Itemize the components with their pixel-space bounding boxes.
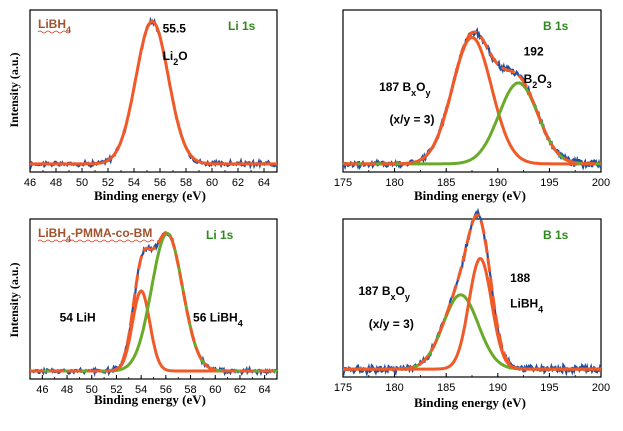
x-tick-label: 56 <box>154 177 166 189</box>
peak-annotation: B2O3 <box>524 72 552 90</box>
peak-annotation: 56 LiBH4 <box>193 310 243 328</box>
core-level-label: B 1s <box>543 19 569 33</box>
fit-peak-192 <box>343 81 601 166</box>
core-level-label: B 1s <box>543 228 569 242</box>
x-tick-label: 200 <box>592 177 610 189</box>
x-tick-label: 175 <box>334 177 352 189</box>
x-tick-label: 52 <box>110 384 122 396</box>
x-tick-label: 64 <box>259 384 271 396</box>
panel-p1: 46 48 50 52 54 56 58 60 62 64 Binding energy (eV) I… <box>7 9 278 203</box>
peak-annotation: 187 BxOy <box>358 284 409 302</box>
peak-annotation: 55.5 <box>163 22 187 36</box>
raw-data-line <box>342 26 602 171</box>
x-tick-label: 195 <box>540 382 558 394</box>
panel-p4: 175 180 185 190 195 200 Binding energy (eV) B 1… <box>334 207 610 410</box>
x-tick-label: 60 <box>209 384 221 396</box>
fit-peak-56.1 <box>30 231 277 373</box>
fit-peak-54 <box>30 289 277 373</box>
fit-peak-55.4 <box>30 19 277 166</box>
x-tick-label: 50 <box>86 384 98 396</box>
x-tick-label: 48 <box>50 177 62 189</box>
x-axis-label: Binding energy (eV) <box>414 395 526 410</box>
x-tick-label: 185 <box>437 382 455 394</box>
x-tick-label: 56 <box>160 384 172 396</box>
axes-frame <box>29 9 278 173</box>
peak-annotation: (x/y = 3) <box>369 317 414 331</box>
core-level-label: Li 1s <box>206 228 234 242</box>
x-tick-label: 190 <box>489 382 507 394</box>
peak-annotation: (x/y = 3) <box>389 112 434 126</box>
x-tick-label: 52 <box>102 177 114 189</box>
sample-label: LiBH4-PMMA-co-BM <box>38 226 152 244</box>
raw-data-line <box>28 16 278 170</box>
spellcheck-underline <box>37 239 155 243</box>
core-level-label: Li 1s <box>228 19 256 33</box>
y-axis-label: Intensity (a.u.) <box>7 52 21 127</box>
x-axis-label: Binding energy (eV) <box>94 188 206 203</box>
peak-annotation: 192 <box>524 44 544 58</box>
x-tick-label: 58 <box>184 384 196 396</box>
x-tick-label: 54 <box>128 177 140 189</box>
fit-peak-186.4 <box>343 293 601 371</box>
x-axis-label: Binding energy (eV) <box>94 392 206 407</box>
axes-frame <box>342 218 602 378</box>
x-tick-label: 46 <box>36 384 48 396</box>
x-tick-label: 46 <box>24 177 36 189</box>
peak-annotation: 54 LiH <box>60 310 96 324</box>
x-tick-label: 62 <box>232 177 244 189</box>
fit-envelope-line <box>343 213 601 371</box>
x-tick-label: 58 <box>180 177 192 189</box>
x-tick-label: 190 <box>489 177 507 189</box>
x-tick-label: 62 <box>234 384 246 396</box>
x-tick-label: 185 <box>437 177 455 189</box>
x-tick-label: 64 <box>258 177 270 189</box>
x-tick-label: 175 <box>334 382 352 394</box>
peak-annotation: 187 BxOy <box>379 80 430 98</box>
x-tick-label: 54 <box>135 384 147 396</box>
x-tick-label: 50 <box>76 177 88 189</box>
sample-label: LiBH4 <box>38 17 71 35</box>
x-tick-label: 48 <box>61 384 73 396</box>
peak-annotation: LiBH4 <box>510 296 543 314</box>
spellcheck-underline <box>37 30 71 34</box>
x-tick-label: 180 <box>385 177 403 189</box>
x-tick-label: 60 <box>206 177 218 189</box>
peak-annotation: 188 <box>510 271 530 285</box>
fit-peak-187.5 <box>343 35 601 166</box>
x-tick-label: 180 <box>385 382 403 394</box>
fit-envelope-line <box>30 230 277 373</box>
x-axis-label: Binding energy (eV) <box>414 188 526 203</box>
panel-p3: 46 48 50 52 54 56 58 60 62 64 Binding energy (eV) I… <box>7 218 279 407</box>
y-axis-label: Intensity (a.u.) <box>7 262 21 337</box>
x-tick-label: 200 <box>592 382 610 394</box>
x-tick-label: 195 <box>540 177 558 189</box>
raw-data-line <box>29 231 279 378</box>
fit-envelope-line <box>343 30 601 166</box>
panel-p2: 175 180 185 190 195 200 Binding energy (eV) B 1… <box>334 9 610 203</box>
peak-annotation: Li2O <box>163 49 188 67</box>
fit-peak-188.3 <box>343 256 601 371</box>
